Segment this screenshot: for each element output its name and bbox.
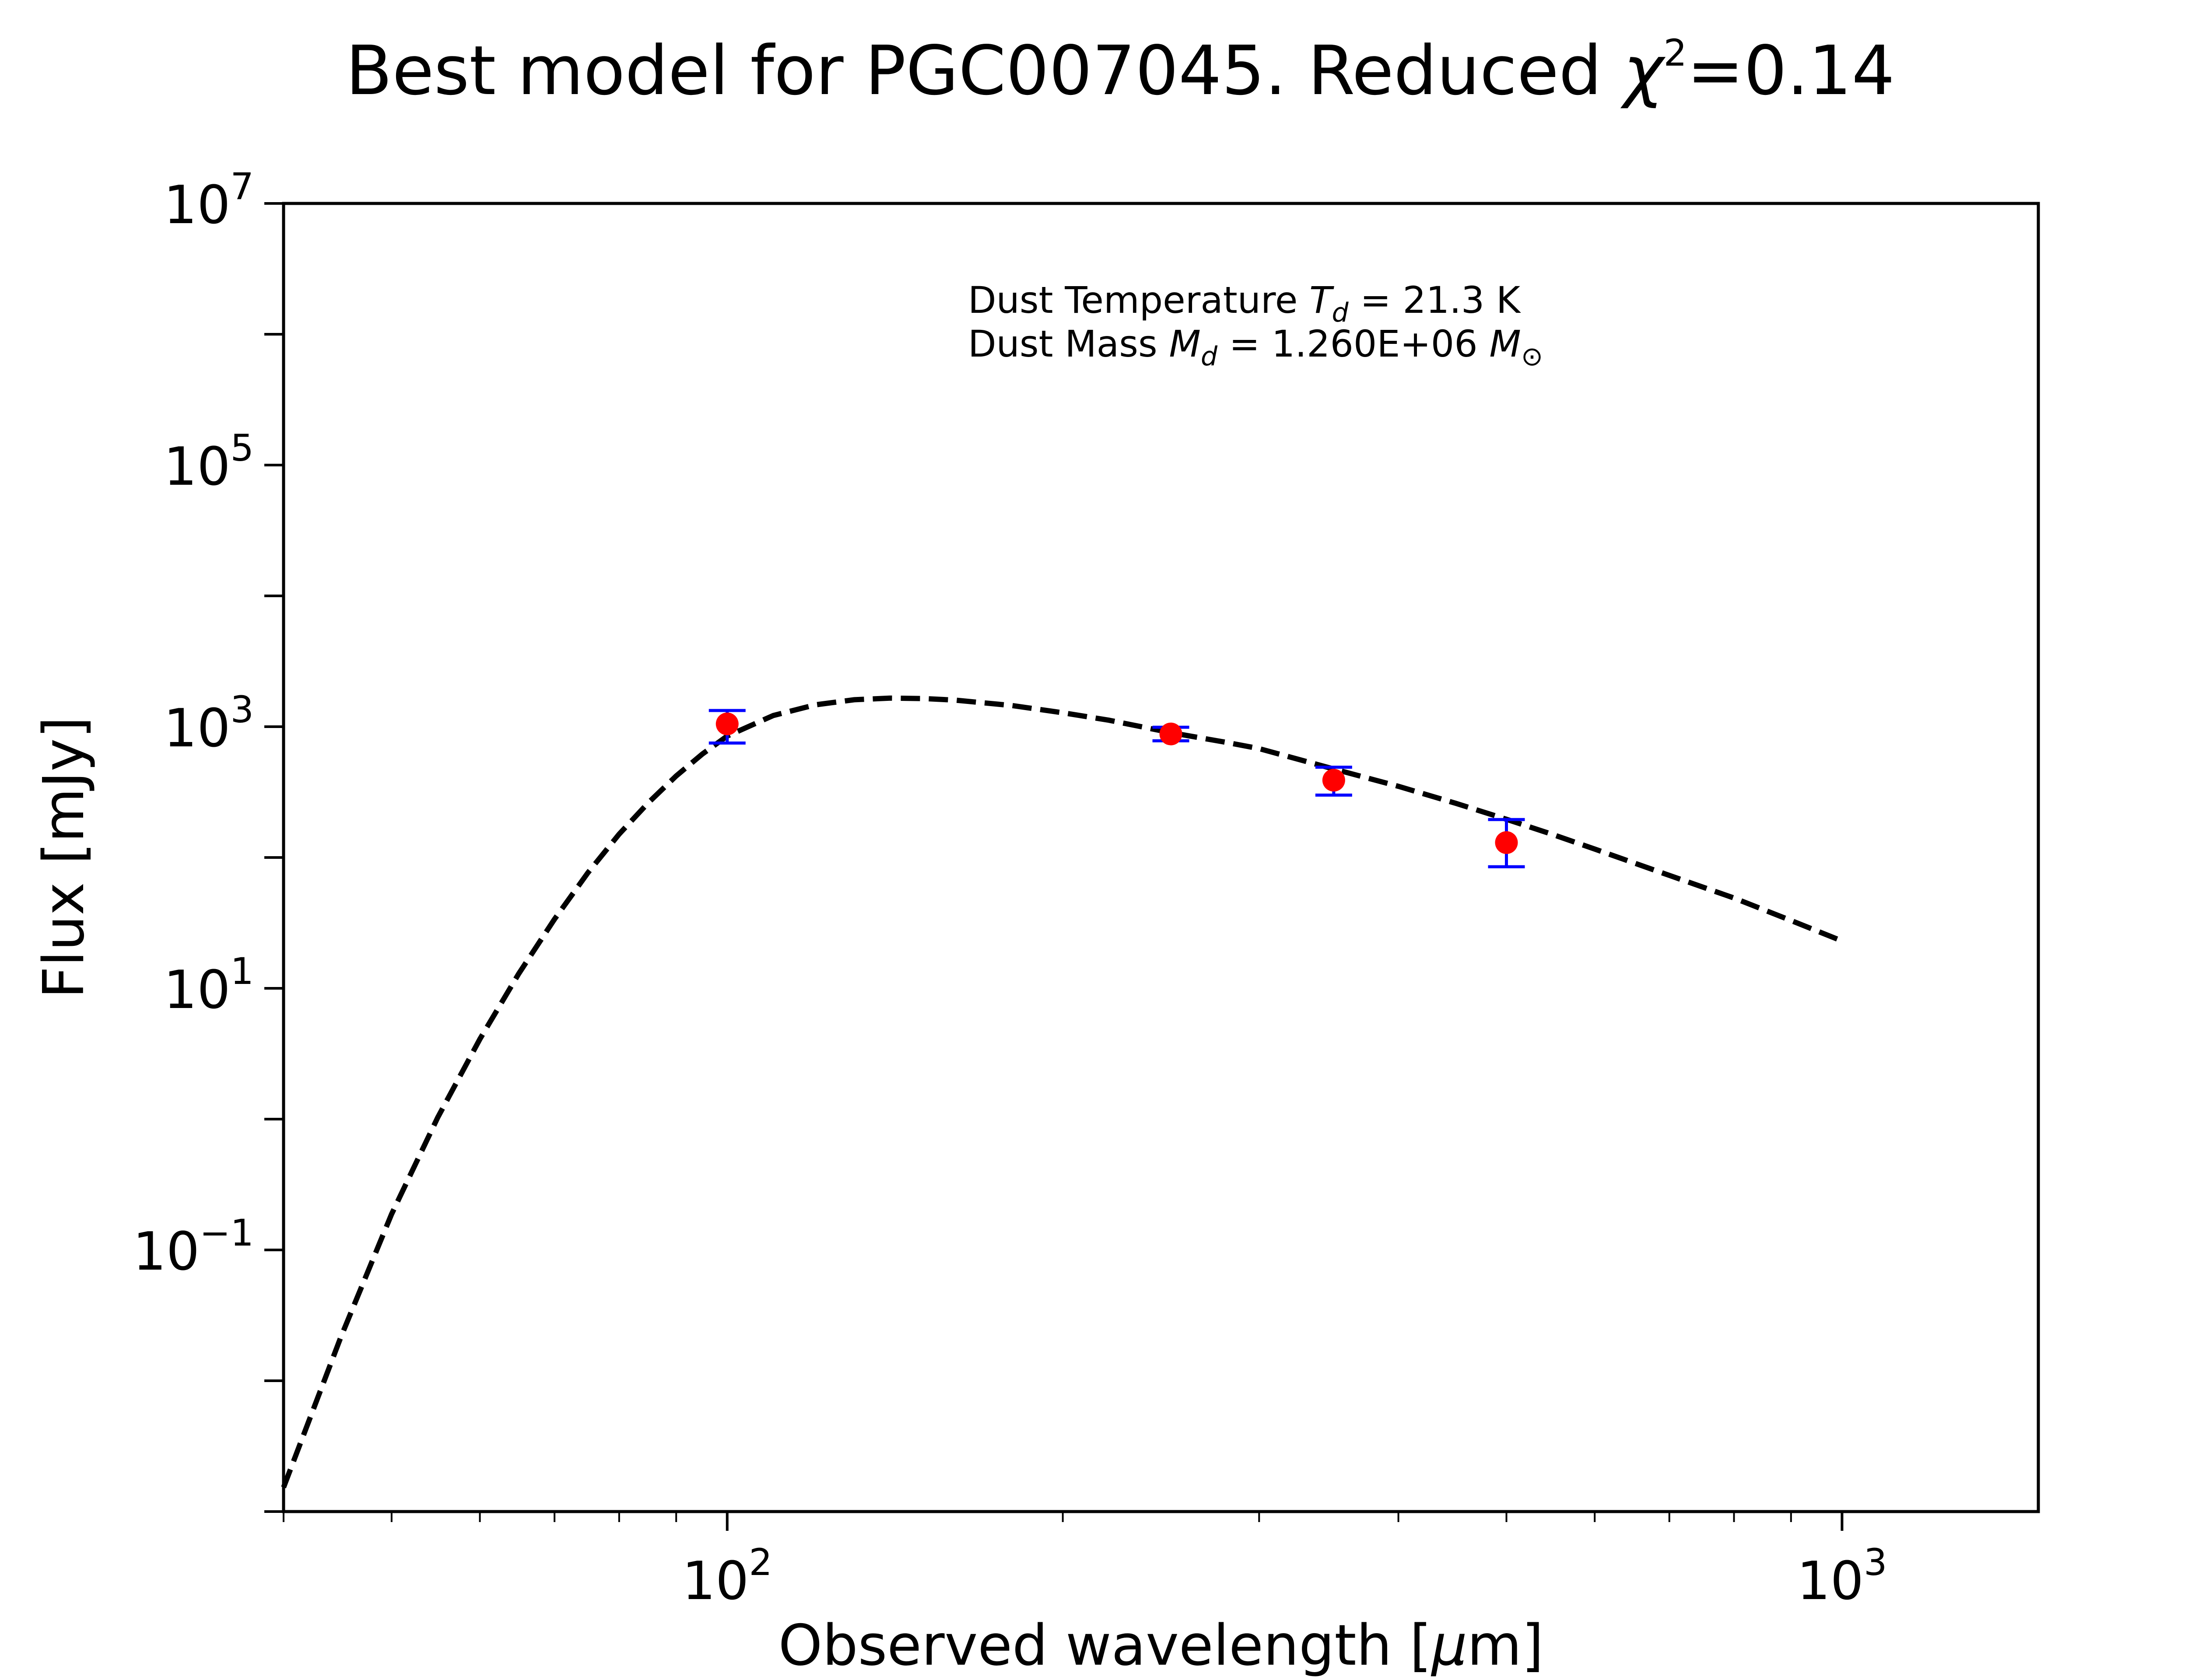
data-point-2 — [1322, 769, 1345, 792]
plot-frame — [282, 202, 2040, 1513]
x-axis-label-text: Observed wavelength [ — [778, 1613, 1432, 1678]
data-point-group-2 — [1315, 766, 1352, 797]
x-tick-base-0: 10 — [682, 1551, 749, 1612]
y-tick-label-4: 107 — [164, 165, 254, 236]
chart-title: Best model for PGC007045. Reduced χ2=0.1… — [346, 31, 1895, 110]
y-tick-exp-1: 1 — [231, 950, 254, 993]
x-axis-ticks: 102 103 — [283, 1512, 1887, 1612]
y-tick-exp-3: 5 — [231, 427, 254, 469]
chart-title-chi-exponent: 2 — [1664, 32, 1687, 74]
chart-title-chi: χ — [1620, 31, 1666, 110]
y-tick-base-2: 10 — [164, 698, 231, 759]
annotation-temperature: Dust Temperature Td = 21.3 K — [968, 279, 1521, 328]
y-tick-base-0: 10 — [133, 1222, 200, 1282]
x-tick-base-1: 10 — [1797, 1551, 1864, 1612]
chart-title-value: =0.14 — [1687, 31, 1895, 110]
annotation-mass-label: Dust Mass — [968, 322, 1169, 365]
data-point-group-3 — [1488, 818, 1525, 868]
y-tick-label-3: 105 — [164, 427, 254, 497]
annotation-mass-unit-subscript: ⊙ — [1521, 341, 1543, 372]
y-tick-label-0: 10−1 — [133, 1211, 254, 1282]
y-tick-exp-0: −1 — [200, 1211, 254, 1254]
data-point-group-1 — [1152, 722, 1189, 746]
x-axis-label-mu: μ — [1431, 1613, 1467, 1678]
x-tick-label-1: 103 — [1797, 1541, 1887, 1612]
y-tick-exp-4: 7 — [231, 165, 254, 208]
annotation-temperature-value: = 21.3 K — [1349, 279, 1522, 322]
model-curve — [281, 695, 1843, 1488]
y-tick-base-1: 10 — [164, 960, 231, 1021]
x-axis-label: Observed wavelength [μm] — [778, 1613, 1544, 1678]
data-point-1 — [1159, 722, 1182, 746]
y-axis-label: Flux [mJy] — [32, 717, 97, 999]
data-points-layer — [708, 709, 1525, 868]
data-point-3 — [1495, 831, 1518, 854]
x-tick-exp-0: 2 — [749, 1541, 772, 1584]
annotation-temperature-subscript: d — [1332, 298, 1349, 328]
annotation-temperature-symbol: T — [1309, 279, 1334, 322]
data-point-0 — [715, 712, 739, 735]
y-tick-base-3: 10 — [164, 437, 231, 497]
x-axis-label-unit: m] — [1467, 1613, 1544, 1678]
data-point-group-0 — [708, 709, 746, 745]
annotation-temperature-label: Dust Temperature — [968, 279, 1309, 322]
annotation: Dust Temperature Td = 21.3 K Dust Mass M… — [968, 279, 1543, 372]
annotation-mass-symbol: M — [1169, 322, 1201, 365]
chart-title-text: Best model for PGC007045. Reduced — [346, 31, 1623, 110]
annotation-mass: Dust Mass Md = 1.260E+06 M⊙ — [968, 322, 1543, 372]
y-tick-base-4: 10 — [164, 175, 231, 236]
annotation-mass-unit: M — [1489, 322, 1521, 365]
y-tick-label-2: 103 — [164, 688, 254, 759]
x-tick-label-0: 102 — [682, 1541, 772, 1612]
annotation-mass-subscript: d — [1201, 341, 1218, 372]
model-curve-layer — [281, 695, 1843, 1488]
y-tick-exp-2: 3 — [231, 688, 254, 731]
annotation-mass-value: = 1.260E+06 — [1217, 322, 1489, 365]
y-tick-label-1: 101 — [164, 950, 254, 1021]
x-tick-exp-1: 3 — [1864, 1541, 1887, 1584]
